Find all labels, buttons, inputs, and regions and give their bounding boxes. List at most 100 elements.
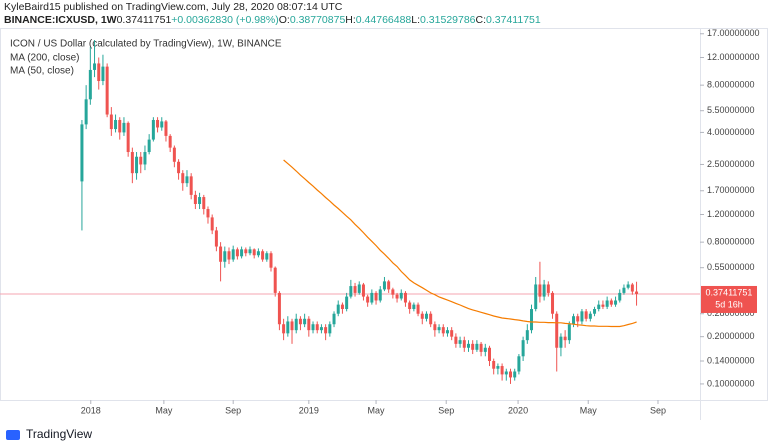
candle-body bbox=[93, 63, 97, 70]
candle-body bbox=[483, 347, 487, 352]
candle-body bbox=[336, 304, 340, 314]
candle-body bbox=[231, 249, 235, 260]
y-tick-label: 0.28000000 bbox=[707, 308, 755, 318]
candle-body bbox=[626, 284, 630, 288]
price-label-bg bbox=[701, 285, 757, 313]
candle-body bbox=[181, 173, 185, 184]
candle-body bbox=[252, 249, 256, 256]
candle-body bbox=[622, 287, 626, 293]
candle-body bbox=[198, 197, 202, 204]
candle-body bbox=[202, 197, 206, 210]
candle-body bbox=[298, 318, 302, 325]
y-tick-label: 1.70000000 bbox=[707, 185, 755, 195]
last-price: 0.37411751 bbox=[117, 14, 172, 26]
candle-body bbox=[635, 291, 639, 294]
candle-body bbox=[109, 114, 113, 130]
candle-body bbox=[387, 281, 391, 290]
ohlc-label: O: bbox=[279, 14, 290, 26]
candle-body bbox=[307, 318, 311, 331]
indicator-label: MA (200, close) bbox=[10, 53, 79, 64]
candle-body bbox=[429, 313, 433, 325]
candle-body bbox=[513, 371, 517, 378]
ohlc-label: L: bbox=[411, 14, 420, 26]
candle-body bbox=[235, 249, 239, 257]
candle-body bbox=[445, 330, 449, 334]
candle-body bbox=[534, 284, 538, 310]
candle-body bbox=[567, 324, 571, 341]
candle-body bbox=[122, 122, 126, 133]
candle-body bbox=[593, 309, 597, 314]
candle-body bbox=[286, 321, 290, 334]
candle-body bbox=[580, 311, 584, 322]
y-tick-label: 0.55000000 bbox=[707, 262, 755, 272]
candle-body bbox=[441, 327, 445, 334]
x-tick-label: Sep bbox=[225, 405, 241, 415]
candle-body bbox=[466, 343, 470, 348]
candle-body bbox=[130, 152, 134, 174]
candle-body bbox=[177, 161, 181, 174]
candle-body bbox=[433, 324, 437, 331]
candle-body bbox=[97, 63, 101, 82]
candle-body bbox=[366, 296, 370, 303]
candle-body bbox=[189, 176, 193, 195]
candle-body bbox=[563, 336, 567, 341]
candle-body bbox=[311, 324, 315, 331]
candle-body bbox=[349, 286, 353, 297]
candle-body bbox=[345, 296, 349, 310]
y-tick-label: 5.50000000 bbox=[707, 105, 755, 115]
ohlc-value: 0.37411751 bbox=[486, 14, 541, 26]
candle-body bbox=[135, 156, 139, 174]
candle-body bbox=[256, 251, 260, 256]
candle-body bbox=[206, 209, 210, 218]
candle-body bbox=[319, 327, 323, 331]
candle-body bbox=[538, 284, 542, 297]
candle-body bbox=[412, 304, 416, 310]
candle-body bbox=[151, 119, 155, 140]
candle-body bbox=[210, 217, 214, 231]
y-tick-label: 2.50000000 bbox=[707, 159, 755, 169]
candle-body bbox=[403, 292, 407, 303]
candle-body bbox=[160, 121, 164, 128]
candle-body bbox=[399, 292, 403, 299]
candle-body bbox=[572, 316, 576, 325]
candle-body bbox=[395, 294, 399, 299]
candle-body bbox=[126, 122, 130, 153]
y-tick-label: 4.00000000 bbox=[707, 127, 755, 137]
ma-line bbox=[283, 159, 637, 328]
candle-body bbox=[454, 336, 458, 344]
candle-body bbox=[597, 304, 601, 310]
candle-body bbox=[437, 327, 441, 331]
candle-body bbox=[139, 156, 143, 165]
candle-body bbox=[462, 340, 466, 348]
candle-body bbox=[605, 300, 609, 307]
ohlc-label: C: bbox=[476, 14, 487, 26]
candle-body bbox=[294, 318, 298, 331]
candle-body bbox=[391, 289, 395, 295]
candle-body bbox=[559, 336, 563, 348]
x-tick-label: 2018 bbox=[81, 405, 101, 415]
candle-body bbox=[382, 281, 386, 290]
price-label: 0.37411751 bbox=[706, 287, 753, 297]
candle-body bbox=[227, 251, 231, 260]
candle-body bbox=[546, 284, 550, 293]
candle-body bbox=[408, 302, 412, 310]
x-tick-label: May bbox=[155, 405, 173, 415]
candle-body bbox=[504, 371, 508, 375]
candle-body bbox=[530, 309, 534, 331]
y-tick-label: 12.00000000 bbox=[707, 52, 760, 62]
candle-body bbox=[471, 343, 475, 350]
candle-body bbox=[328, 324, 332, 334]
candle-body bbox=[492, 360, 496, 369]
candle-body bbox=[114, 119, 118, 130]
ohlc-value: 0.31529786 bbox=[420, 14, 476, 26]
candle-body bbox=[458, 340, 462, 344]
candle-body bbox=[496, 366, 500, 369]
y-tick-label: 0.20000000 bbox=[707, 331, 755, 341]
candle-body bbox=[185, 176, 189, 184]
candle-body bbox=[282, 324, 286, 334]
y-tick-label: 1.20000000 bbox=[707, 209, 755, 219]
countdown: 5d 16h bbox=[715, 299, 743, 309]
candle-body bbox=[269, 253, 273, 268]
